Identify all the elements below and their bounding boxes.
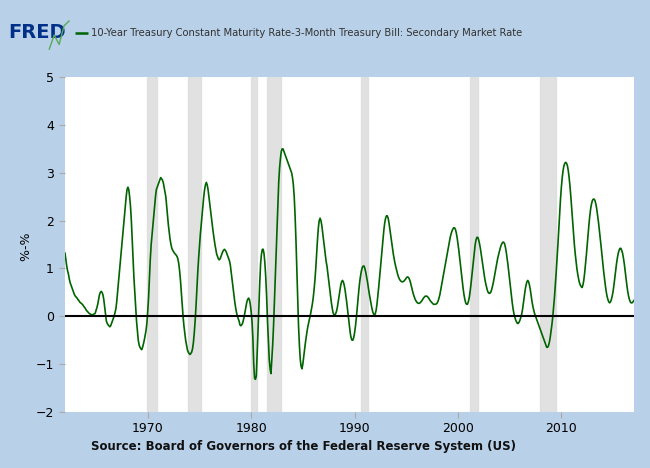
Bar xyxy=(147,77,157,412)
Bar xyxy=(361,77,368,412)
Y-axis label: %-% : %-% xyxy=(20,228,32,261)
Text: 10-Year Treasury Constant Maturity Rate-3-Month Treasury Bill: Secondary Market : 10-Year Treasury Constant Maturity Rate-… xyxy=(91,28,522,37)
Bar xyxy=(251,77,257,412)
Text: FRED: FRED xyxy=(8,23,66,42)
Bar xyxy=(540,77,556,412)
Bar xyxy=(471,77,478,412)
Bar xyxy=(188,77,202,412)
Bar xyxy=(266,77,281,412)
Text: Source: Board of Governors of the Federal Reserve System (US): Source: Board of Governors of the Federa… xyxy=(91,440,516,453)
